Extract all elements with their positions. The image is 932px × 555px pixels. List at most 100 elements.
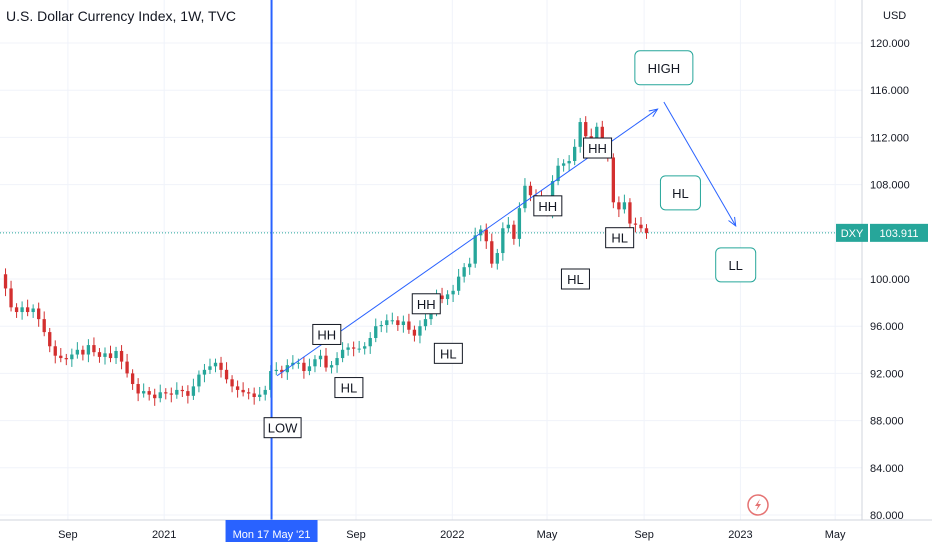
label-box bbox=[533, 195, 563, 217]
candle-body bbox=[495, 253, 499, 264]
candle-body bbox=[9, 288, 13, 308]
symbol-tag bbox=[836, 223, 868, 242]
chart-title: U.S. Dollar Currency Index, 1W, TVC bbox=[6, 8, 237, 24]
price-tick-label: 96.000 bbox=[870, 321, 904, 333]
candle-body bbox=[153, 394, 157, 399]
label-box bbox=[312, 323, 342, 345]
candle-body bbox=[622, 202, 627, 210]
price-tick-label: 92.000 bbox=[870, 368, 904, 380]
candle-body bbox=[180, 389, 185, 392]
time-tick-label: 2022 bbox=[440, 529, 464, 541]
candle-body bbox=[407, 321, 411, 330]
candle-body bbox=[213, 362, 218, 367]
candle-body bbox=[357, 348, 361, 350]
callout-text: LL bbox=[728, 258, 742, 273]
candle-body bbox=[567, 161, 571, 164]
candle-body bbox=[595, 126, 599, 141]
candle-body bbox=[119, 350, 124, 362]
label-box bbox=[583, 137, 613, 159]
downtrend-arrow bbox=[663, 101, 737, 227]
currency-label: USD bbox=[883, 10, 906, 22]
candle-body bbox=[573, 146, 577, 161]
label-text: HH bbox=[588, 141, 607, 156]
candle-body bbox=[363, 346, 367, 349]
candle-body bbox=[456, 276, 461, 291]
candle-body bbox=[108, 353, 113, 359]
candle-body bbox=[374, 326, 378, 338]
candle-body bbox=[59, 355, 63, 359]
candle-body bbox=[644, 228, 649, 233]
candle-body bbox=[296, 362, 301, 364]
label-box bbox=[411, 293, 441, 315]
candle-body bbox=[368, 338, 372, 347]
price-tick-label: 100.000 bbox=[870, 274, 910, 286]
candle-body bbox=[561, 163, 566, 166]
candle-body bbox=[633, 223, 638, 225]
label-text: HL bbox=[440, 346, 457, 361]
time-tick-label: 2021 bbox=[152, 529, 176, 541]
candle-body bbox=[390, 320, 394, 322]
candle-body bbox=[313, 359, 317, 367]
candle-body bbox=[351, 347, 356, 349]
candle-body bbox=[37, 308, 41, 320]
candle-body bbox=[114, 350, 118, 359]
price-tick-label: 84.000 bbox=[870, 463, 904, 475]
candle-body bbox=[274, 369, 278, 372]
time-axis-background bbox=[0, 520, 932, 550]
candle-body bbox=[440, 295, 444, 300]
candle-body bbox=[291, 362, 295, 366]
candle-body bbox=[14, 307, 19, 313]
candle-body bbox=[512, 224, 516, 239]
candle-body bbox=[235, 386, 240, 390]
label-box bbox=[263, 417, 302, 439]
annotations-layer: LOW HH HL HH HL HH HL HH HL HIGH HL LL bbox=[263, 50, 769, 516]
label-text: HL bbox=[567, 272, 584, 287]
candle-body bbox=[64, 358, 68, 360]
candle-body bbox=[191, 386, 196, 396]
callout-box bbox=[659, 175, 701, 211]
candle-body bbox=[186, 391, 190, 396]
candle-body bbox=[31, 308, 35, 313]
candle-body bbox=[517, 208, 522, 239]
candle-body bbox=[379, 325, 383, 327]
label-text: HL bbox=[341, 381, 358, 396]
candle-body bbox=[329, 365, 334, 368]
candle-body bbox=[169, 393, 173, 395]
candle-body bbox=[600, 126, 604, 149]
candle-body bbox=[523, 185, 527, 209]
candle-body bbox=[136, 384, 140, 394]
candle-body bbox=[578, 122, 582, 147]
crosshair-date-tag bbox=[225, 520, 318, 542]
candle-body bbox=[20, 307, 24, 313]
candles-layer bbox=[3, 116, 649, 406]
callout-text: HIGH bbox=[648, 61, 681, 76]
price-tick-label: 120.000 bbox=[870, 38, 910, 50]
time-tick-label: 2023 bbox=[728, 529, 752, 541]
candle-body bbox=[501, 228, 505, 254]
last-price-tag-text: 103.911 bbox=[880, 228, 919, 240]
symbol-tag-text: DXY bbox=[841, 228, 864, 240]
time-tick-label: Sep bbox=[346, 529, 366, 541]
candle-body bbox=[219, 362, 223, 370]
candle-body bbox=[208, 366, 212, 370]
candle-body bbox=[401, 321, 406, 326]
candle-body bbox=[142, 391, 146, 394]
candle-body bbox=[611, 157, 616, 203]
label-text: HH bbox=[538, 199, 557, 214]
lightning-icon-glyph bbox=[755, 499, 761, 511]
price-axis: USD 80.000 84.000 88.000 92.000 96.000 100.000… bbox=[836, 0, 932, 550]
candle-body bbox=[412, 329, 417, 336]
candle-body bbox=[3, 274, 8, 289]
candle-body bbox=[556, 165, 560, 182]
candle-body bbox=[340, 349, 345, 359]
candle-body bbox=[97, 352, 102, 357]
candle-body bbox=[451, 290, 455, 295]
time-tick-label: Sep bbox=[58, 529, 78, 541]
time-axis: Sep 2021 Sep 2022 May Sep 2023 May Mon 17 May '2… bbox=[0, 519, 932, 550]
label-text: HH bbox=[417, 297, 436, 312]
candle-body bbox=[75, 349, 80, 355]
price-axis-background bbox=[862, 0, 932, 550]
label-box bbox=[605, 227, 635, 249]
